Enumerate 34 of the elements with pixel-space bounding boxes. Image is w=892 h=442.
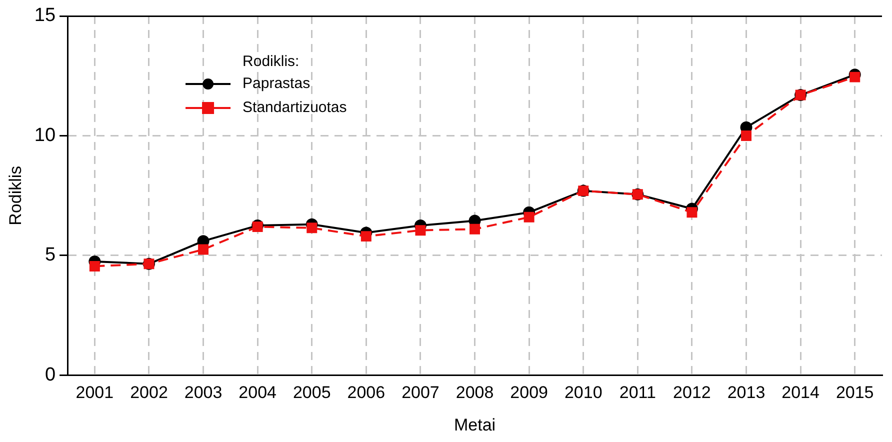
x-tick-label: 2013 <box>727 383 766 402</box>
y-tick-label: 15 <box>34 5 56 26</box>
legend-label: Paprastas <box>242 75 310 92</box>
x-tick-label: 2009 <box>510 383 548 402</box>
x-tick-label: 2010 <box>564 383 602 402</box>
legend-title: Rodiklis: <box>242 53 300 70</box>
x-tick-label: 2015 <box>836 383 874 402</box>
point <box>470 224 480 234</box>
point <box>306 222 318 234</box>
x-tick-label: 2014 <box>782 383 820 402</box>
x-tick-label: 2007 <box>402 383 440 402</box>
x-tick-label: 2011 <box>619 383 656 402</box>
point <box>415 225 426 236</box>
y-tick-label: 0 <box>44 364 56 386</box>
x-tick-label: 2002 <box>130 383 168 402</box>
x-tick-label: 2006 <box>347 383 386 402</box>
y-tick-label: 10 <box>34 124 56 146</box>
x-tick-label: 2001 <box>76 383 114 402</box>
y-axis-title: Rodiklis <box>6 166 25 226</box>
x-tick-label: 2008 <box>456 383 494 402</box>
x-tick-label: 2012 <box>673 383 711 402</box>
x-axis-title: Metai <box>454 415 496 434</box>
x-tick-label: 2005 <box>292 383 331 402</box>
point <box>741 130 752 141</box>
legend-label: Standartizuotas <box>242 99 347 116</box>
point <box>686 207 698 218</box>
point <box>89 261 100 272</box>
point <box>198 244 209 255</box>
y-tick-label: 5 <box>44 244 56 266</box>
point <box>524 212 534 222</box>
x-tick-label: 2004 <box>238 383 276 402</box>
point <box>360 231 372 242</box>
point <box>850 72 860 82</box>
x-tick-label: 2003 <box>184 383 222 402</box>
